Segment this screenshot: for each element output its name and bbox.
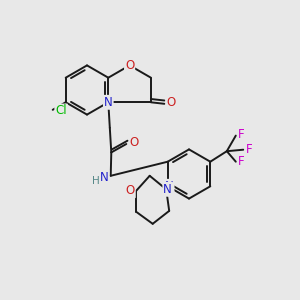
Text: N: N — [104, 96, 113, 109]
Text: O: O — [126, 184, 135, 197]
Text: O: O — [130, 136, 139, 149]
Text: H: H — [92, 176, 100, 186]
Text: Cl: Cl — [55, 104, 67, 118]
Text: N: N — [163, 183, 172, 196]
Text: O: O — [167, 96, 176, 110]
Text: N: N — [165, 180, 174, 193]
Text: O: O — [125, 59, 134, 72]
Text: F: F — [238, 155, 244, 168]
Text: N: N — [100, 171, 109, 184]
Text: F: F — [245, 143, 252, 156]
Text: F: F — [238, 128, 244, 141]
